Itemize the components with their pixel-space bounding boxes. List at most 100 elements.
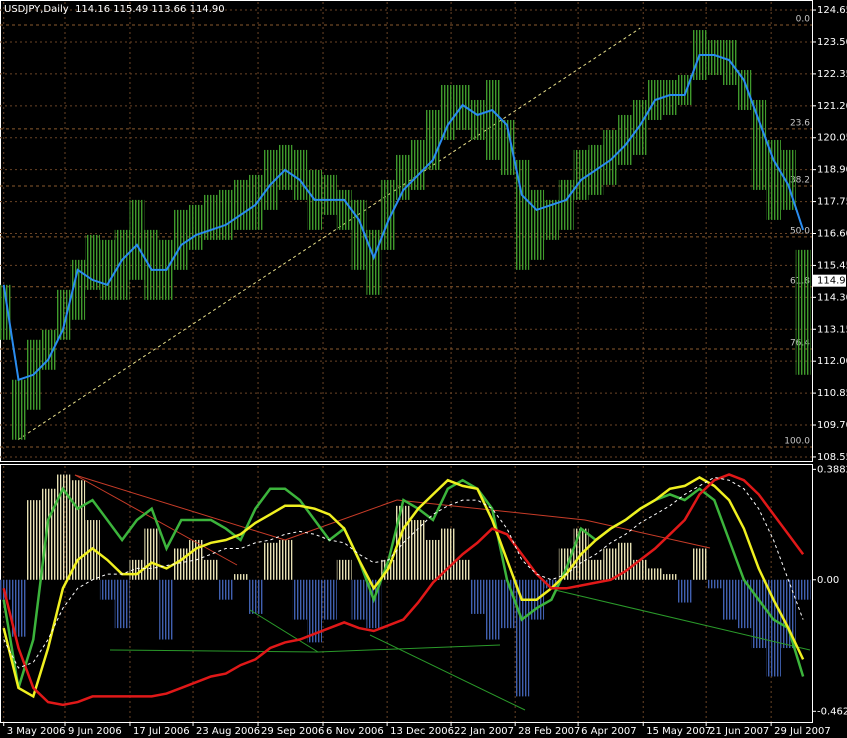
y-tick-label: 114.30 <box>817 292 847 303</box>
price-bar <box>751 99 767 190</box>
price-bar <box>292 149 308 200</box>
price-bar <box>203 194 219 240</box>
histogram-bar <box>292 579 308 620</box>
histogram-bar <box>588 559 604 580</box>
x-tick-label: 28 Feb 2007 <box>518 726 580 737</box>
y-tick-label: -0.4624 <box>817 706 847 717</box>
price-bar <box>529 189 545 260</box>
histogram-bar <box>751 579 767 649</box>
price-bar <box>499 119 515 175</box>
y-tick-label: 116.60 <box>817 228 847 239</box>
histogram-bar <box>0 579 12 600</box>
price-pane-frame <box>0 0 813 462</box>
histogram-bar <box>795 579 811 600</box>
x-tick-label: 29 Sep 2006 <box>261 726 324 737</box>
price-bar <box>11 379 26 440</box>
histogram-bar <box>114 579 130 629</box>
price-bar <box>573 149 589 200</box>
fibo-label: 0.0 <box>796 15 811 25</box>
y-tick-label: 110.85 <box>817 388 847 399</box>
histogram-bar <box>277 539 293 580</box>
histogram-bar <box>618 542 633 580</box>
fibo-label: 50.0 <box>790 226 810 236</box>
price-bar <box>766 139 781 220</box>
price-bar <box>721 40 737 85</box>
y-tick-label: 115.45 <box>817 260 847 271</box>
histogram-bar <box>351 579 367 620</box>
histogram-bar <box>499 579 515 629</box>
histogram-bar <box>99 579 115 600</box>
histogram-bar <box>484 579 500 640</box>
fibo-label: 38.2 <box>790 176 810 186</box>
histogram-bar <box>262 542 278 580</box>
x-tick-label: 23 Aug 2006 <box>196 726 260 737</box>
histogram-bar <box>440 528 456 580</box>
price-bar <box>425 109 441 170</box>
y-tick-label: 108.55 <box>817 452 847 463</box>
x-tick-label: 15 May 2007 <box>646 726 711 737</box>
x-tick-label: 29 Jul 2007 <box>774 726 831 737</box>
price-bar <box>70 259 86 320</box>
price-bar <box>410 139 426 190</box>
x-tick-label: 22 Jan 2007 <box>454 726 514 737</box>
x-tick-label: 3 May 2006 <box>7 726 66 737</box>
price-bar <box>706 40 722 76</box>
histogram-bar <box>70 480 86 580</box>
price-bar <box>277 144 293 190</box>
histogram-bar <box>321 579 337 620</box>
divergence-line <box>369 634 526 711</box>
histogram-bar <box>144 528 160 580</box>
last-price-label: 114.90 <box>817 276 847 287</box>
histogram-bar <box>410 520 426 580</box>
y-tick-label: 120.05 <box>817 133 847 144</box>
price-bar <box>262 149 278 210</box>
y-tick-label: 112.00 <box>817 356 847 367</box>
price-bar <box>351 199 367 270</box>
y-tick-label: 113.15 <box>817 324 847 335</box>
price-bar <box>173 209 189 270</box>
price-bar <box>99 239 115 300</box>
histogram-bar <box>706 579 722 589</box>
price-bar <box>40 329 56 370</box>
histogram-bar <box>692 548 707 580</box>
price-bar <box>336 189 352 230</box>
divergence-line <box>317 644 501 653</box>
histogram-bar <box>647 568 663 580</box>
moving-average <box>2 54 805 382</box>
price-bar <box>736 70 752 110</box>
x-tick-label: 13 Dec 2006 <box>390 726 454 737</box>
price-bar <box>188 204 204 250</box>
chart-title: USDJPY,Daily 114.16 115.49 113.66 114.90 <box>4 4 225 15</box>
histogram-bar <box>11 579 26 637</box>
histogram-bar <box>632 559 648 580</box>
price-bar <box>366 229 382 295</box>
price-bar <box>85 234 100 290</box>
divergence-line <box>74 474 286 541</box>
histogram-bar <box>233 574 248 580</box>
price-bar <box>484 79 500 160</box>
price-bar <box>129 199 145 280</box>
price-bar <box>440 84 456 140</box>
price-bar <box>114 229 130 300</box>
price-bar <box>0 284 12 340</box>
price-bar <box>396 154 411 200</box>
x-tick-label: 17 Jul 2006 <box>133 726 190 737</box>
price-bar <box>55 289 71 340</box>
divergence-line <box>284 499 398 541</box>
price-bar <box>455 84 471 130</box>
histogram-bar <box>159 579 174 640</box>
price-bar <box>247 174 263 230</box>
price-bar <box>662 79 678 115</box>
histogram-bar <box>336 559 352 580</box>
y-tick-label: 118.90 <box>817 165 847 176</box>
price-bar <box>514 159 530 270</box>
price-bar <box>544 199 559 240</box>
price-bar <box>321 174 337 215</box>
divergence-line <box>584 519 711 549</box>
oscillator-line <box>2 475 805 699</box>
histogram-bar <box>425 539 441 580</box>
histogram-bar <box>721 579 737 620</box>
histogram-bar <box>677 579 693 603</box>
divergence-annotations <box>74 474 811 711</box>
